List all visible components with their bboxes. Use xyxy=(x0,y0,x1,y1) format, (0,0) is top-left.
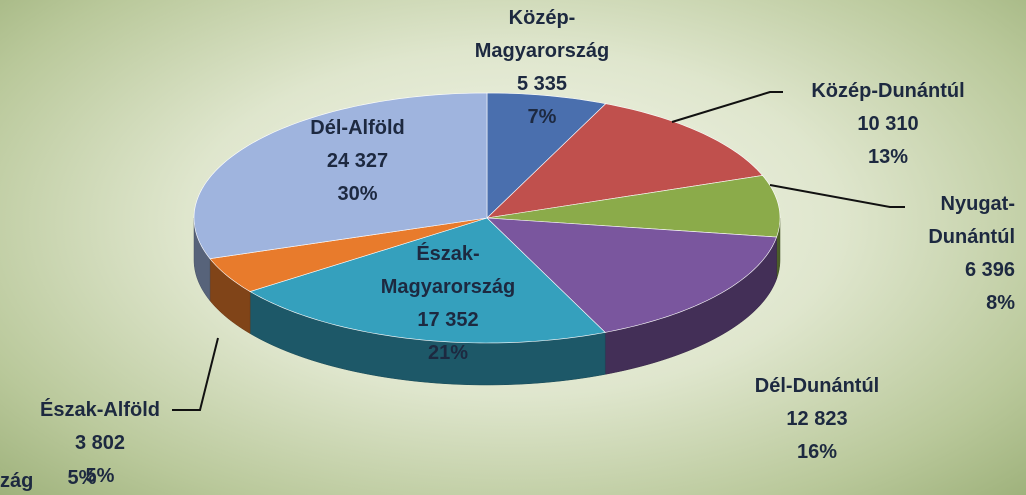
data-label: Dél-Alföld 24 327 30% xyxy=(290,112,425,211)
slice xyxy=(193,92,488,260)
data-label: Közép-Magyarország 5 335 7% xyxy=(462,2,622,134)
value-label: 3 802 xyxy=(74,432,126,454)
data-label: Közép-Dunántúl 10 310 13% xyxy=(788,75,988,174)
data-label: Észak-Magyarország 17 352 21% xyxy=(368,238,528,370)
category-label: Közép-Magyarország xyxy=(474,7,610,62)
value-label: 12 823 xyxy=(786,408,848,430)
category-label: Közép-Dunántúl xyxy=(811,80,965,102)
slice xyxy=(249,217,606,344)
slice xyxy=(209,217,488,292)
value-label: 5 335 xyxy=(516,73,568,95)
leader-lines xyxy=(172,91,905,411)
cut-off-label: zág xyxy=(0,470,34,492)
category-label: Észak-Magyarország xyxy=(380,243,516,298)
value-label: 24 327 xyxy=(326,150,389,172)
category-label: Dél-Dunántúl xyxy=(754,375,880,397)
value-label: 10 310 xyxy=(857,113,919,135)
percent-label: 8% xyxy=(986,292,1015,314)
leader-line xyxy=(172,337,219,411)
leader-line xyxy=(769,184,905,208)
slice xyxy=(486,217,778,333)
pie xyxy=(193,92,781,386)
slice xyxy=(486,103,764,219)
data-label: Észak-Alföld 3 802 5% xyxy=(15,394,185,493)
category-label: Dél-Alföld xyxy=(310,117,405,139)
leader-line xyxy=(671,91,783,123)
cut-off-label: 5% xyxy=(67,467,97,489)
category-label: Nyugat-Dunántúl xyxy=(928,193,1015,248)
slice xyxy=(486,175,781,238)
percent-label: 16% xyxy=(796,441,838,463)
percent-label: 30% xyxy=(337,183,378,205)
data-label: Dél-Dunántúl 12 823 16% xyxy=(727,370,907,469)
category-label: Észak-Alföld xyxy=(39,399,161,421)
slice xyxy=(486,92,607,219)
percent-label: 13% xyxy=(867,146,909,168)
value-label: 17 352 xyxy=(417,309,479,331)
data-label: Nyugat-Dunántúl 6 396 8% xyxy=(895,188,1015,320)
percent-label: 7% xyxy=(527,106,557,128)
percent-label: 5% xyxy=(85,465,115,487)
percent-label: 21% xyxy=(427,342,469,364)
value-label: 6 396 xyxy=(964,259,1015,281)
